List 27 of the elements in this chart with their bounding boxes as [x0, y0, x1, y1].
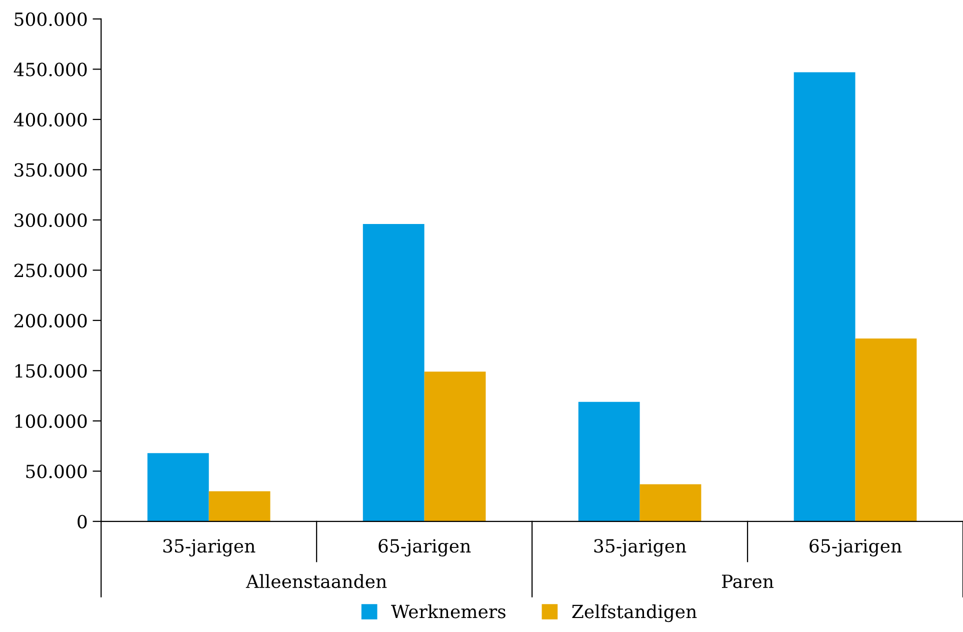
x-tick-label: 65-jarigen: [378, 539, 471, 556]
text: Alleenstaanden: [246, 574, 387, 588]
bar: [578, 402, 640, 522]
y-tick-label: 450.000: [14, 62, 87, 76]
y-tick-label: 250.000: [14, 264, 87, 278]
legend-label: Werknemers: [391, 604, 506, 618]
legend-label: Zelfstandigen: [572, 604, 697, 622]
x-tick-label: 65-jarigen: [810, 539, 902, 556]
bar: [855, 338, 917, 522]
text: Paren: [722, 574, 774, 588]
bar: [640, 484, 702, 522]
y-tick-label: 100.000: [15, 414, 87, 428]
bar: [794, 72, 856, 522]
bar: [208, 491, 270, 522]
y-tick-label: 200.000: [14, 314, 87, 328]
x-tick-label: 35-jarigen: [163, 539, 256, 556]
bar: [147, 453, 209, 522]
y-tick-label: 0: [78, 514, 87, 529]
x-tick-label: 35-jarigen: [594, 539, 686, 556]
y-tick-label: 400.000: [14, 112, 87, 127]
y-tick-label: 350.000: [14, 163, 87, 177]
bar: [362, 224, 424, 522]
y-tick-label: 500.000: [14, 12, 87, 26]
y-tick-label: 50.000: [26, 464, 87, 478]
bar: [424, 372, 486, 522]
y-tick-label: 300.000: [14, 213, 87, 228]
y-tick-label: 150.000: [15, 364, 87, 378]
